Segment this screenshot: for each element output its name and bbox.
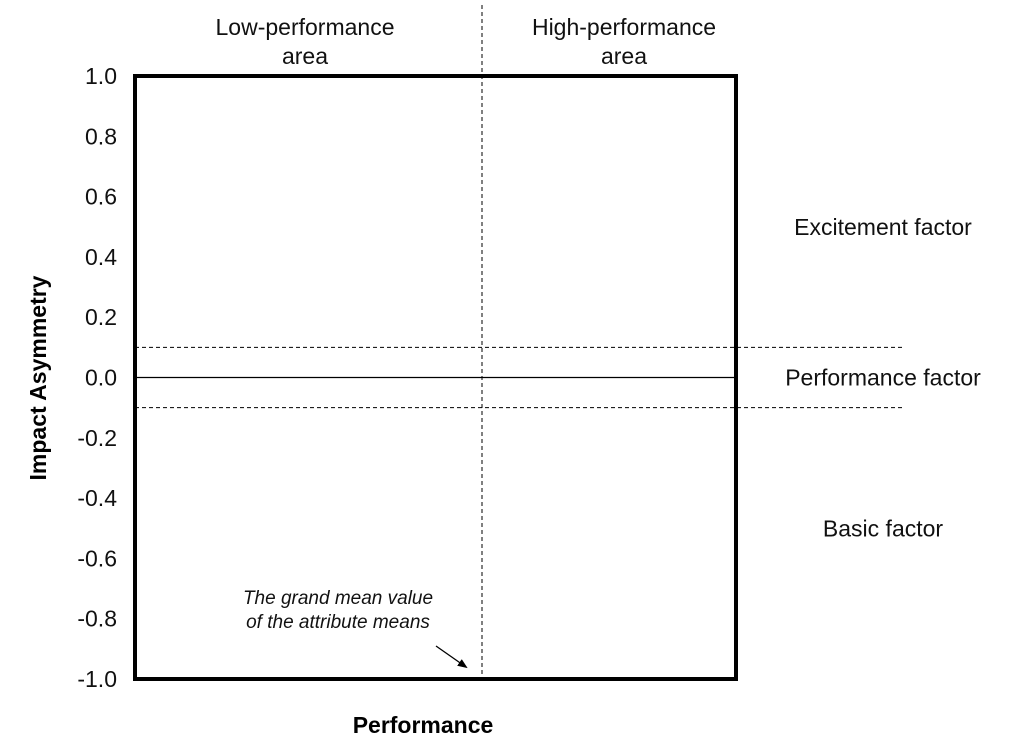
y-tick-label: 0.4: [85, 244, 117, 270]
y-tick-label: 1.0: [85, 63, 117, 89]
x-axis-title: Performance: [353, 712, 494, 738]
y-tick-label: 0.0: [85, 365, 117, 391]
area-label-high-line1: High-performance: [532, 14, 716, 40]
annotation-arrow: [435, 645, 468, 669]
y-tick-label: -0.8: [77, 606, 117, 632]
y-tick-label: -0.2: [77, 425, 117, 451]
y-tick-label: -0.4: [77, 485, 117, 511]
y-tick-labels: 1.0 0.8 0.6 0.4 0.2 0.0 -0.2 -0.4 -0.6 -0.8 -1.0: [77, 63, 117, 692]
factor-label: Basic factor: [823, 515, 943, 541]
y-tick-label: -1.0: [77, 666, 117, 692]
factor-labels: Excitement factor Performance factor Basic…: [785, 214, 981, 542]
area-label-high-line2: area: [601, 43, 647, 69]
plot-frame: [133, 74, 738, 681]
annotation-line1: The grand mean value: [243, 588, 433, 609]
y-tick-label: -0.6: [77, 545, 117, 571]
area-label-low-line1: Low-performance: [216, 14, 395, 40]
y-tick-label: 0.6: [85, 184, 117, 210]
factor-label: Excitement factor: [794, 214, 972, 240]
annotation-line2: of the attribute means: [246, 612, 430, 633]
y-tick-label: 0.2: [85, 304, 117, 330]
y-axis-title: Impact Asymmetry: [25, 275, 51, 480]
factor-label: Performance factor: [785, 365, 981, 391]
y-tick-label: 0.8: [85, 123, 117, 149]
area-label-low-line2: area: [282, 43, 328, 69]
